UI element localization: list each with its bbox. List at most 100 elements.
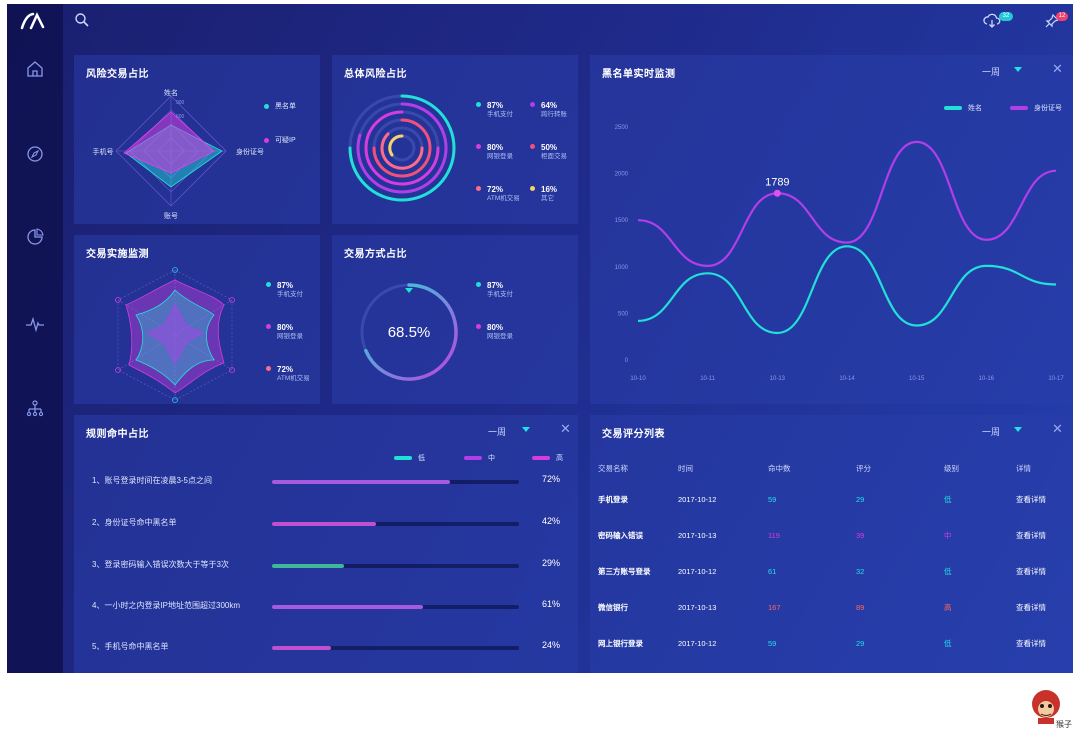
view-detail-link[interactable]: 查看详情 <box>1016 494 1046 504</box>
cell-hits: 119 <box>768 530 780 540</box>
legend-item: 72% ATM机交易 <box>476 185 520 203</box>
table-row[interactable]: 第三方账号登录 2017-10-12 61 32 低 查看详情 <box>598 553 1068 589</box>
legend-label: ATM机交易 <box>277 375 310 382</box>
period-select[interactable]: 一周 <box>982 67 1001 77</box>
home-icon[interactable] <box>25 59 45 79</box>
rule-row: 4、一小时之内登录IP地址范围超过300km 61% <box>74 596 579 616</box>
annotation-label: 1789 <box>765 176 789 188</box>
series-line-0 <box>637 245 1057 335</box>
y-tick-label: 1000 <box>615 265 629 271</box>
close-icon[interactable]: ✕ <box>1052 421 1063 436</box>
table-header-row: 交易名称 时间 命中数 评分 级别 详情 <box>598 455 1068 481</box>
col-header: 时间 <box>678 463 693 473</box>
legend-item: 80% 网银登录 <box>266 323 303 341</box>
radar-label-left: 手机号 <box>93 147 114 156</box>
table-row[interactable]: 微信银行 2017-10-13 167 89 高 查看详情 <box>598 589 1068 625</box>
legend-item: 黑名单 <box>264 101 296 111</box>
x-tick-label: 10-11 <box>700 376 716 382</box>
cell-time: 2017-10-12 <box>678 638 717 648</box>
watermark-logo <box>1029 688 1063 726</box>
rules-panel: 规则命中占比 一周 ✕ 低 中 高 1、账号登录时间在凌晨3-5点之间 72% … <box>74 415 578 673</box>
radar-label-top: 姓名 <box>164 88 178 97</box>
table-row[interactable]: 手机登录 2017-10-12 59 29 低 查看详情 <box>598 481 1068 517</box>
rule-bar-fill <box>272 605 423 609</box>
legend-item: 80% 网银登录 <box>476 143 513 161</box>
legend-pct: 87% <box>277 281 294 290</box>
compass-icon[interactable] <box>25 144 45 164</box>
period-select[interactable]: 一周 <box>982 427 1001 437</box>
chevron-down-icon[interactable] <box>1014 67 1022 72</box>
cell-time: 2017-10-13 <box>678 530 717 540</box>
txn-monitor-panel: 交易实施监测 87% 手机支付 80% 网银登录 72% ATM机交易 <box>74 235 320 404</box>
pie-icon[interactable] <box>25 227 45 247</box>
table-row[interactable]: 网上银行登录 2017-10-12 59 29 低 查看详情 <box>598 625 1068 661</box>
pin-icon[interactable] <box>1044 13 1060 29</box>
rule-row: 5、手机号命中黑名单 24% <box>74 637 579 657</box>
panel-title: 规则命中占比 <box>86 429 149 440</box>
legend-dot <box>264 137 269 143</box>
legend-item: 64% 跨行转账 <box>530 101 567 119</box>
chevron-down-icon[interactable] <box>522 427 530 432</box>
legend-item: 87% 手机支付 <box>266 281 303 299</box>
sidebar <box>7 4 63 673</box>
cell-score: 89 <box>856 602 865 612</box>
watermark-text: 猴子 <box>1056 720 1072 729</box>
view-detail-link[interactable]: 查看详情 <box>1016 602 1046 612</box>
legend-dot <box>476 101 481 107</box>
rule-row: 3、登录密码输入错误次数大于等于3次 29% <box>74 555 579 575</box>
rule-bar-fill <box>272 564 344 568</box>
radar-series-ip <box>123 111 215 174</box>
x-tick-label: 10-17 <box>1048 376 1064 382</box>
legend-dot <box>266 365 271 371</box>
legend-dot <box>476 143 481 149</box>
cloud-download-icon[interactable] <box>983 13 1001 29</box>
view-detail-link[interactable]: 查看详情 <box>1016 566 1046 576</box>
star-series-c <box>147 304 203 364</box>
legend-pct: 72% <box>487 185 504 194</box>
legend-label: 可疑IP <box>275 137 296 144</box>
radar-chart: 姓名 手机号 身份证号 账号 900 600 <box>93 88 265 220</box>
radar-label-bottom: 账号 <box>164 211 178 220</box>
col-header: 评分 <box>856 463 871 473</box>
series-line-1 <box>637 140 1057 267</box>
view-detail-link[interactable]: 查看详情 <box>1016 530 1046 540</box>
star-series-a <box>125 279 225 394</box>
annotation-point[interactable] <box>773 189 781 197</box>
panel-title: 风险交易占比 <box>86 69 149 80</box>
legend-item: 87% 手机支付 <box>476 101 513 119</box>
close-icon[interactable]: ✕ <box>560 421 571 436</box>
rule-bar-fill <box>272 480 450 484</box>
star-series-b <box>135 289 215 386</box>
radar-tick: 900 <box>176 100 185 106</box>
rule-bar-fill <box>272 646 332 650</box>
search-icon[interactable] <box>74 12 90 28</box>
gauge-chart: 68.5% <box>360 283 458 381</box>
legend-label: 手机支付 <box>487 291 513 298</box>
table-row[interactable]: 密码输入错误 2017-10-13 119 39 中 查看详情 <box>598 517 1068 553</box>
legend-item: 72% ATM机交易 <box>266 365 310 383</box>
cell-score: 32 <box>856 566 865 576</box>
gauge-pointer <box>405 288 413 293</box>
legend-pct: 87% <box>487 101 504 110</box>
cell-hits: 59 <box>768 638 777 648</box>
legend-label: ATM机交易 <box>487 195 520 202</box>
legend-pct: 80% <box>487 143 504 152</box>
rule-row: 2、身份证号命中黑名单 42% <box>74 513 579 533</box>
org-icon[interactable] <box>25 399 45 419</box>
chevron-down-icon[interactable] <box>1014 427 1022 432</box>
logo-icon[interactable] <box>19 11 51 31</box>
x-tick-label: 10-13 <box>770 376 786 382</box>
legend-item: 50% 柜面交易 <box>530 143 567 161</box>
legend-label: 低 <box>418 455 425 462</box>
legend-dot <box>530 185 535 191</box>
close-icon[interactable]: ✕ <box>1052 61 1063 76</box>
y-tick-label: 2000 <box>615 172 629 178</box>
legend-label: 身份证号 <box>1034 105 1062 112</box>
view-detail-link[interactable]: 查看详情 <box>1016 638 1046 648</box>
pulse-icon[interactable] <box>25 314 45 334</box>
rule-bar-track <box>272 564 519 568</box>
cell-hits: 167 <box>768 602 781 612</box>
cell-name: 密码输入错误 <box>598 530 643 540</box>
legend-label: 柜面交易 <box>541 153 567 160</box>
period-select[interactable]: 一周 <box>488 427 507 437</box>
